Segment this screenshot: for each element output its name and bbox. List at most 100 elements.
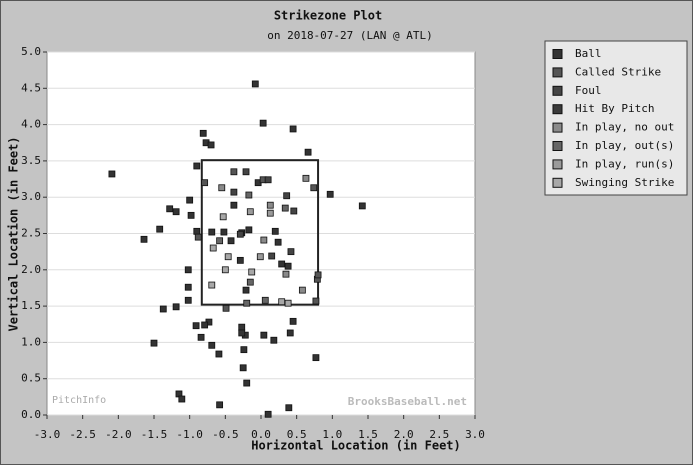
pitch-point xyxy=(266,209,274,217)
legend-swatch xyxy=(552,104,563,115)
x-tick-label: 0.5 xyxy=(287,428,307,441)
pitch-point xyxy=(172,208,180,216)
pitch-point xyxy=(150,339,158,347)
x-tick-label: -1.5 xyxy=(141,428,168,441)
x-tick-label: 3.0 xyxy=(465,428,485,441)
pitch-point xyxy=(159,305,167,313)
pitch-point xyxy=(302,174,310,182)
x-tick-label: -1.0 xyxy=(176,428,203,441)
legend-swatch xyxy=(552,141,563,151)
x-tick-label: 2.0 xyxy=(394,428,414,441)
legend-label: Ball xyxy=(575,47,602,60)
pitch-point xyxy=(312,354,320,362)
pitch-point xyxy=(227,237,235,245)
x-tick-label: 2.5 xyxy=(429,428,449,441)
legend-swatch xyxy=(552,177,563,188)
watermark: BrooksBaseball.net xyxy=(348,395,467,408)
x-tick-label: 0.0 xyxy=(251,428,271,441)
y-tick-label: 2.5 xyxy=(21,227,41,240)
pitch-point xyxy=(236,230,244,238)
pitch-point xyxy=(283,192,291,200)
pitch-point xyxy=(298,286,306,294)
pitch-point xyxy=(216,401,224,409)
pitch-point xyxy=(264,410,272,418)
pitch-point xyxy=(184,266,192,274)
legend-label: Swinging Strike xyxy=(575,176,674,189)
pitch-point xyxy=(285,404,293,412)
pitch-point xyxy=(260,331,268,339)
pitch-point xyxy=(261,296,269,304)
pitch-point xyxy=(238,329,246,337)
pitch-point xyxy=(187,211,195,219)
x-tick-label: -2.0 xyxy=(105,428,132,441)
pitch-point xyxy=(201,179,209,187)
pitch-point xyxy=(220,228,228,236)
pitch-point xyxy=(219,213,227,221)
y-tick-label: 0.5 xyxy=(21,372,41,385)
pitch-point xyxy=(194,233,202,241)
pitch-point xyxy=(230,188,238,196)
pitch-point xyxy=(215,350,223,358)
pitch-point xyxy=(230,168,238,176)
chart-subtitle: on 2018-07-27 (LAN @ ATL) xyxy=(267,29,433,42)
pitch-point xyxy=(208,341,216,349)
pitch-point xyxy=(236,256,244,264)
legend-label: Called Strike xyxy=(575,65,661,78)
pitch-point xyxy=(268,252,276,260)
pitch-point xyxy=(193,162,201,170)
y-tick-label: 0.0 xyxy=(21,408,41,421)
pitch-point xyxy=(221,266,229,274)
legend-swatch xyxy=(552,159,563,170)
pitch-point xyxy=(289,125,297,133)
pitch-point xyxy=(278,298,286,306)
pitch-point xyxy=(184,283,192,291)
pitch-point xyxy=(326,190,334,198)
strike-zone xyxy=(200,159,320,306)
pitch-point xyxy=(310,184,318,192)
pitch-point xyxy=(240,346,248,354)
y-axis-label: Vertical Location (in Feet) xyxy=(7,136,21,331)
pitch-point xyxy=(156,225,164,233)
pitch-point xyxy=(284,299,292,307)
legend-swatch xyxy=(552,67,563,78)
pitch-point xyxy=(251,80,259,88)
pitch-point xyxy=(230,201,238,209)
pitch-point xyxy=(245,226,253,234)
pitch-point xyxy=(243,299,251,307)
pitch-point xyxy=(172,303,180,311)
pitch-point xyxy=(266,201,274,209)
pitch-point xyxy=(209,244,217,252)
pitch-point xyxy=(278,260,286,268)
x-tick-label: 1.5 xyxy=(358,428,378,441)
pitch-point xyxy=(239,364,247,372)
y-tick-label: 1.5 xyxy=(21,299,41,312)
legend-label: Hit By Pitch xyxy=(575,102,654,115)
pitch-point xyxy=(281,204,289,212)
pitch-point xyxy=(207,141,215,149)
pitch-point xyxy=(224,253,232,261)
pitch-point xyxy=(284,262,292,270)
pitch-point xyxy=(193,227,201,235)
pitch-point xyxy=(286,329,294,337)
pitch-point xyxy=(256,253,264,261)
legend-label: In play, run(s) xyxy=(575,157,674,170)
pitch-point xyxy=(246,278,254,286)
pitch-point xyxy=(248,268,256,276)
pitch-point xyxy=(287,248,295,256)
pitch-point xyxy=(243,379,251,387)
pitch-point xyxy=(208,281,216,289)
y-tick-label: 3.0 xyxy=(21,190,41,203)
chart-title: Strikezone Plot xyxy=(274,9,382,23)
pitch-point xyxy=(259,119,267,127)
pitch-point xyxy=(238,323,246,331)
pitch-point xyxy=(166,205,174,213)
pitch-point xyxy=(289,317,297,325)
pitch-point xyxy=(260,236,268,244)
pitch-point xyxy=(246,208,254,216)
x-tick-label: 1.0 xyxy=(322,428,342,441)
pitch-point xyxy=(270,336,278,344)
legend xyxy=(544,40,688,196)
y-tick-label: 1.0 xyxy=(21,335,41,348)
pitch-point xyxy=(178,395,186,403)
